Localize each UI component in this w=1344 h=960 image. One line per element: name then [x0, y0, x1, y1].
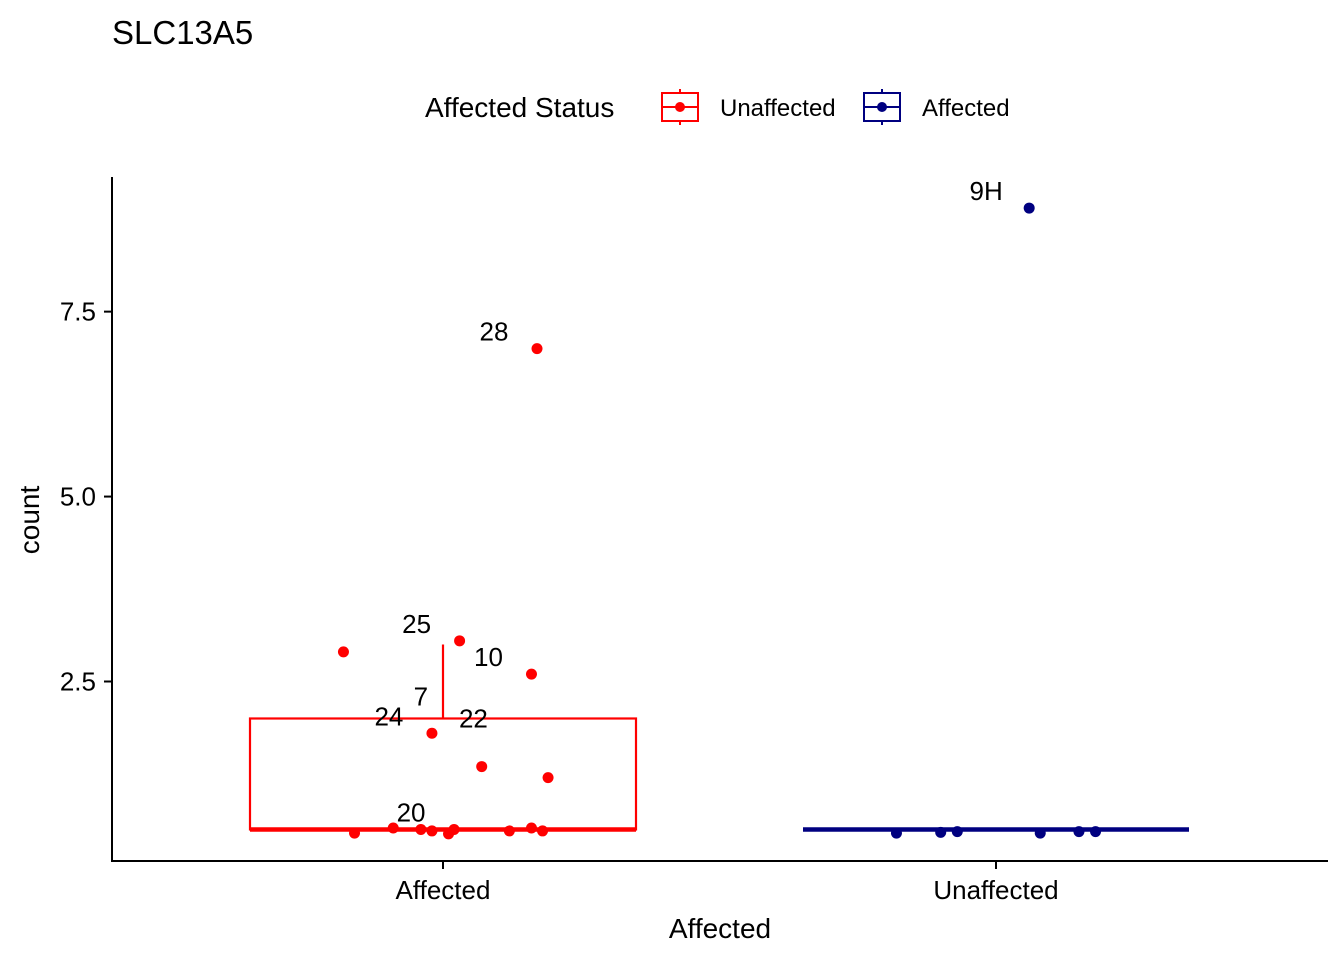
plot-area: 25 10 28 24 20 7 22 9H: [248, 176, 1189, 840]
data-point: [503, 825, 515, 837]
data-point: [454, 635, 466, 647]
point-label: 9H: [970, 176, 1003, 206]
data-point: [935, 826, 947, 838]
point-label: 20: [397, 797, 426, 827]
data-point: [890, 827, 902, 839]
data-point: [1073, 826, 1085, 838]
data-point: [1034, 827, 1046, 839]
legend-key-point: [877, 102, 887, 112]
data-point: [531, 343, 543, 355]
x-tick-label: Affected: [396, 875, 491, 905]
chart-title: SLC13A5: [112, 14, 253, 51]
data-point: [951, 826, 963, 838]
legend-label: Affected: [922, 95, 1010, 122]
data-point: [525, 668, 537, 680]
legend-title: Affected Status: [425, 92, 614, 123]
x-axis-ticks: Affected Unaffected: [396, 861, 1059, 905]
y-tick-label: 5.0: [60, 482, 96, 512]
box: [248, 717, 638, 831]
data-point: [1090, 826, 1102, 838]
point-label: 24: [374, 701, 403, 731]
legend-key-point: [675, 102, 685, 112]
data-point: [476, 761, 488, 773]
legend-key-affected: Affected: [863, 89, 1010, 125]
data-point: [542, 772, 554, 784]
data-point: [537, 825, 549, 837]
legend-label: Unaffected: [720, 95, 836, 122]
y-axis-ticks: 2.5 5.0 7.5: [60, 297, 112, 697]
data-point: [426, 825, 438, 837]
x-axis-title: Affected: [669, 913, 771, 944]
data-point: [426, 727, 438, 739]
data-point: [1023, 202, 1035, 214]
data-point: [349, 827, 361, 839]
y-axis-title: count: [14, 486, 45, 555]
point-label: 25: [402, 609, 431, 639]
series-affected: 25 10 28 24 20 7 22: [248, 317, 638, 840]
data-point: [525, 822, 537, 834]
legend-key-unaffected: Unaffected: [661, 89, 836, 125]
y-tick-label: 2.5: [60, 667, 96, 697]
series-unaffected: 9H: [803, 176, 1189, 839]
point-label: 10: [474, 642, 503, 672]
data-point: [415, 823, 427, 835]
data-point: [387, 822, 399, 834]
data-point: [448, 823, 460, 835]
data-point: [337, 646, 349, 658]
point-label: 7: [414, 681, 428, 711]
x-tick-label: Unaffected: [933, 875, 1058, 905]
y-tick-label: 7.5: [60, 297, 96, 327]
point-label: 22: [459, 703, 488, 733]
legend: Affected Status Unaffected Affected: [425, 89, 1010, 125]
point-label: 28: [480, 317, 509, 347]
